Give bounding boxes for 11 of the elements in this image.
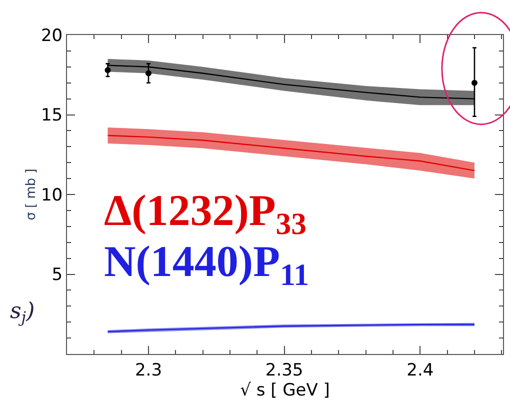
x-axis-title: √ s [ GeV ] bbox=[240, 380, 330, 400]
y-tick-label: 5 bbox=[52, 265, 63, 286]
line-series bbox=[107, 134, 476, 172]
y-axis-title: σ [ mb ] bbox=[24, 168, 39, 220]
y-tick-label: 15 bbox=[40, 106, 63, 126]
y-tick-label: 10 bbox=[40, 185, 63, 206]
x-tick-label: 2.4 bbox=[406, 360, 434, 380]
text: s$_{j}$) bbox=[10, 299, 35, 327]
y-tick-label: 20 bbox=[40, 26, 63, 46]
x-tick-label: 2.35 bbox=[265, 360, 304, 380]
x-tick-label: 2.3 bbox=[134, 360, 162, 380]
